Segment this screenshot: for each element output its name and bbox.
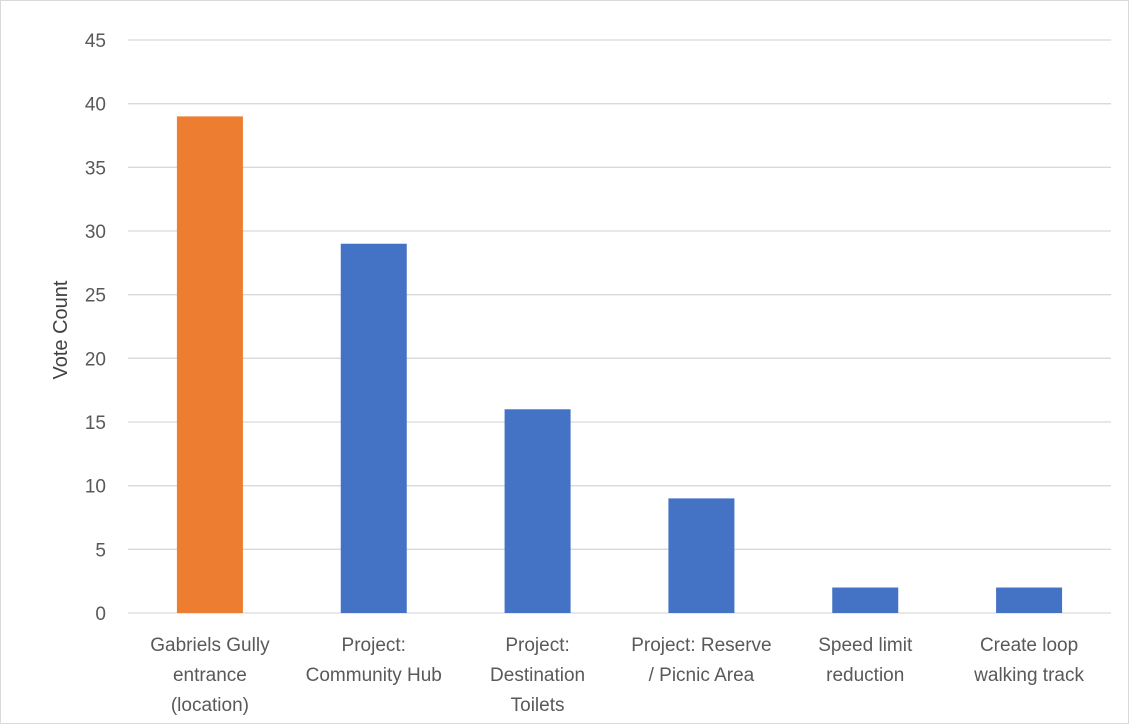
x-category-label: Project: Community Hub bbox=[306, 635, 442, 686]
x-category-label: Speed limit reduction bbox=[818, 635, 913, 686]
bars bbox=[176, 116, 1063, 614]
bar bbox=[340, 243, 407, 613]
y-tick-label: 40 bbox=[85, 95, 106, 116]
x-axis-labels: Gabriels Gully entrance (location) Project:… bbox=[150, 635, 1084, 716]
y-axis-ticks: 0 5 10 15 20 25 30 35 40 45 bbox=[85, 31, 106, 625]
x-category-label: Gabriels Gully entrance (location) bbox=[150, 635, 270, 716]
x-category-label: Project: Destination Toilets bbox=[490, 635, 585, 716]
y-tick-label: 20 bbox=[85, 349, 106, 370]
y-axis-title: Vote Count bbox=[50, 280, 72, 379]
y-tick-label: 35 bbox=[85, 158, 106, 179]
y-tick-label: 45 bbox=[85, 31, 106, 52]
y-tick-label: 30 bbox=[85, 222, 106, 243]
bar bbox=[996, 587, 1063, 613]
gridlines bbox=[128, 39, 1111, 614]
x-category-label: Project: Reserve / Picnic Area bbox=[631, 635, 771, 686]
y-tick-label: 15 bbox=[85, 413, 106, 434]
bar bbox=[504, 409, 571, 613]
y-tick-label: 25 bbox=[85, 286, 106, 307]
bar bbox=[176, 116, 243, 614]
bar bbox=[668, 498, 735, 613]
x-category-label: Create loop walking track bbox=[973, 635, 1084, 686]
y-tick-label: 10 bbox=[85, 477, 106, 498]
bar bbox=[832, 587, 899, 613]
y-tick-label: 5 bbox=[95, 540, 106, 561]
y-tick-label: 0 bbox=[95, 604, 106, 625]
